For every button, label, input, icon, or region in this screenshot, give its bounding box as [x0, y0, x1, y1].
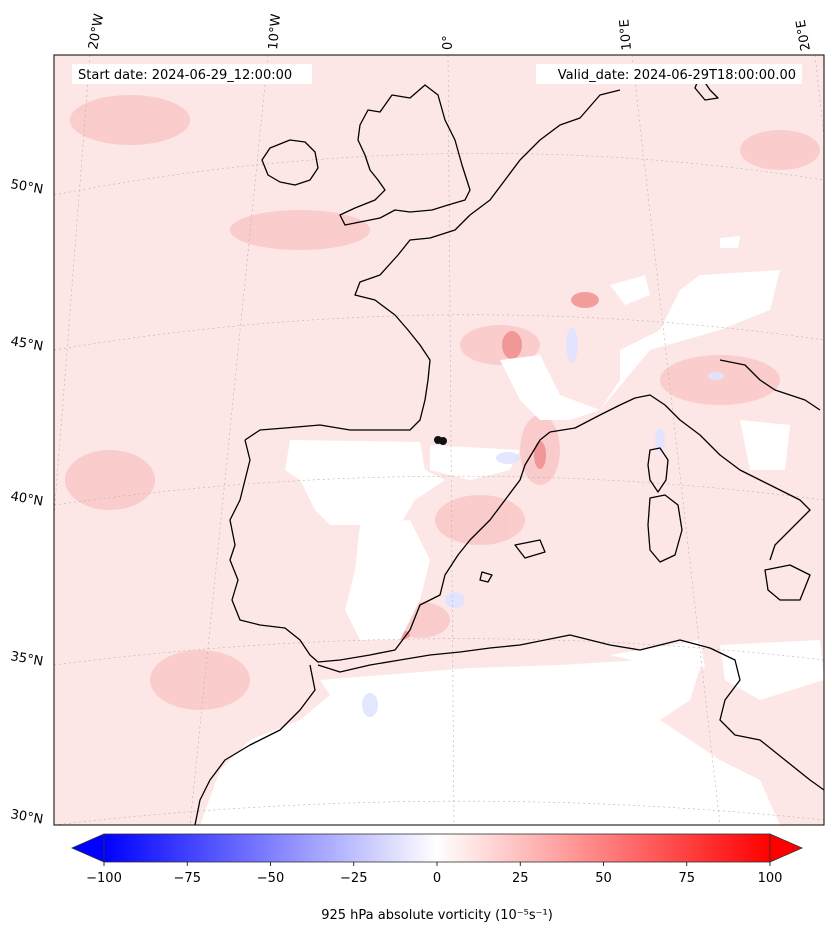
coast-iberia: [229, 431, 551, 663]
colorbar-label: 925 hPa absolute vorticity (10⁻⁵s⁻¹): [321, 908, 553, 923]
valid-date-text: Valid_date: 2024-06-29T18:00:00.00: [558, 68, 796, 83]
map-frame: [53, 54, 825, 826]
lat-label: 30°N: [9, 807, 44, 827]
coast-ireland: [261, 139, 319, 186]
colorbar: −100 −75 −50 −25 0 25 50 75 100 925 hPa absolute…: [71, 833, 803, 923]
lat-label: 50°N: [9, 177, 44, 197]
colorbar-tick-label: 100: [758, 871, 783, 886]
colorbar-tick-label: 50: [595, 871, 612, 886]
colorbar-low-extension: [71, 833, 105, 863]
coast-corsica: [647, 447, 669, 493]
coast-sicily: [764, 564, 811, 601]
lon-label: 10°E: [617, 19, 635, 51]
coast-ibiza: [479, 571, 493, 583]
colorbar-high-extension: [769, 833, 803, 863]
negative-vorticity-patches: [362, 327, 724, 717]
masked-terrain: [200, 236, 824, 825]
coast-great-britain: [339, 84, 471, 226]
coast-adriatic: [719, 359, 821, 411]
storm-center-marker: [434, 436, 447, 445]
colorbar-tick-label: 75: [678, 871, 695, 886]
lon-label: 20°E: [794, 19, 814, 52]
colorbar-tick-label: −50: [257, 871, 284, 886]
longitude-labels: 20°W 10°W 0° 10°E 20°E: [86, 13, 814, 52]
colorbar-tick-label: −100: [86, 871, 122, 886]
colorbar-tick-label: 0: [433, 871, 441, 886]
coast-sardinia: [647, 494, 683, 563]
coast-north-africa: [194, 664, 316, 825]
coastlines: [194, 74, 824, 825]
lon-label: 20°W: [86, 13, 107, 51]
coast-france-west: [244, 214, 471, 441]
map-area: [54, 55, 824, 825]
colorbar-tick-label: 25: [512, 871, 529, 886]
coast-med-north: [549, 394, 811, 561]
lon-label: 10°W: [266, 13, 284, 50]
colorbar-tick-label: −75: [174, 871, 201, 886]
lat-label: 35°N: [9, 649, 44, 669]
start-date-box: [72, 64, 312, 84]
latitude-labels: 50°N 45°N 40°N 35°N 30°N: [9, 177, 44, 827]
coast-north-africa-east: [317, 634, 824, 791]
valid-date-box: [536, 64, 802, 84]
colorbar-bar: [103, 833, 771, 863]
colorbar-tick-label: −25: [340, 871, 367, 886]
colorbar-ticks: −100 −75 −50 −25 0 25 50 75 100: [86, 862, 782, 886]
lon-label: 0°: [441, 35, 456, 50]
coast-mallorca: [514, 539, 546, 559]
graticule: [54, 55, 824, 825]
coast-north-sea: [469, 89, 621, 216]
lat-label: 40°N: [9, 489, 44, 509]
coast-denmark: [694, 74, 719, 101]
lat-label: 45°N: [9, 334, 44, 354]
start-date-text: Start date: 2024-06-29_12:00:00: [78, 68, 292, 83]
